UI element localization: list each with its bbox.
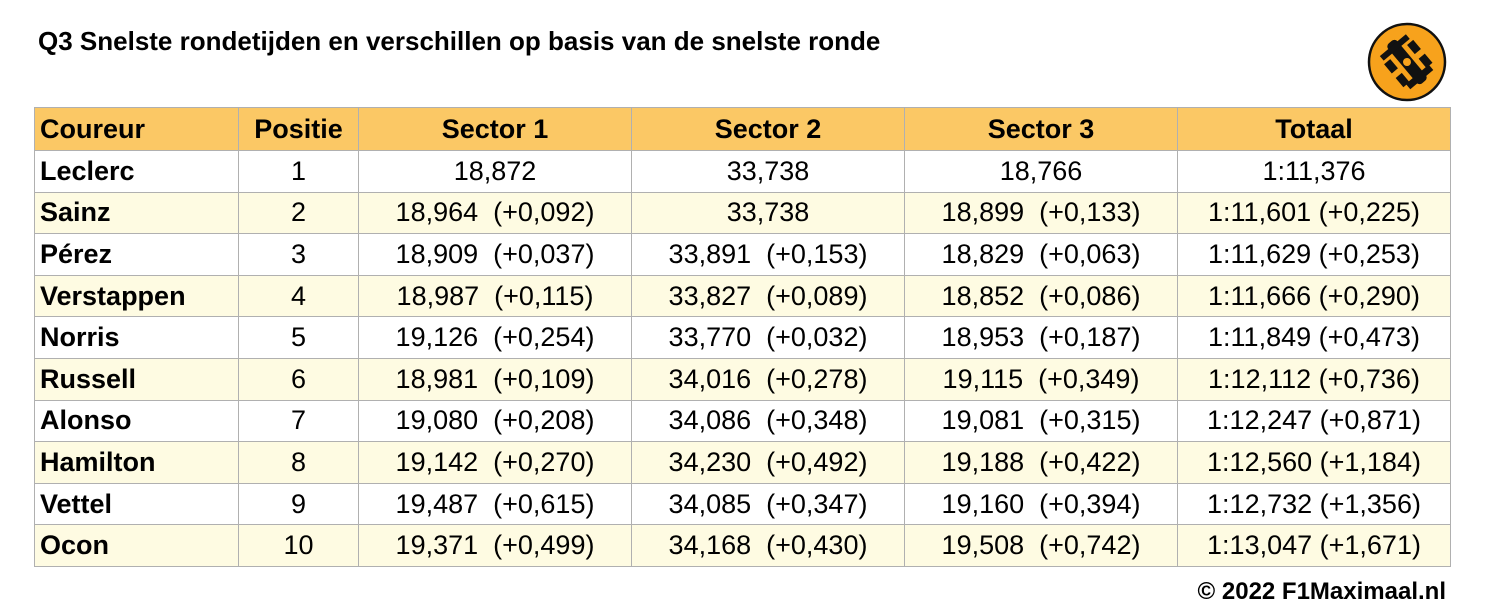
cell: 1:13,047 (+1,671) bbox=[1177, 524, 1451, 567]
table-row: Russell 6 18,981 (+0,109) 34,016 (+0,278) 19… bbox=[34, 357, 1451, 401]
cell: 8 bbox=[238, 441, 359, 484]
cell: 19,115 (+0,349) bbox=[904, 357, 1178, 401]
cell: 10 bbox=[238, 524, 359, 567]
column-header: Sector 3 bbox=[904, 107, 1178, 151]
table-row: Sainz 2 18,964 (+0,092) 33,738 18,899 (+0,13… bbox=[34, 191, 1451, 235]
cell: 18,852 (+0,086) bbox=[904, 274, 1178, 318]
cell: 34,230 (+0,492) bbox=[631, 441, 905, 484]
cell: 6 bbox=[238, 357, 359, 401]
cell: 1:11,849 (+0,473) bbox=[1177, 316, 1451, 359]
driver-name: Verstappen bbox=[34, 274, 239, 318]
cell: 7 bbox=[238, 399, 359, 443]
cell: 33,738 bbox=[631, 191, 905, 235]
cell: 18,981 (+0,109) bbox=[358, 357, 632, 401]
table-row: Ocon 10 19,371 (+0,499) 34,168 (+0,430) 19,5… bbox=[34, 524, 1451, 567]
table-row: Norris 5 19,126 (+0,254) 33,770 (+0,032) 18,… bbox=[34, 316, 1451, 359]
table-row: Verstappen 4 18,987 (+0,115) 33,827 (+0,089… bbox=[34, 274, 1451, 318]
cell: 33,738 bbox=[631, 150, 905, 193]
driver-name: Vettel bbox=[34, 482, 239, 526]
cell: 2 bbox=[238, 191, 359, 235]
header-row: Coureur Positie Sector 1 Sector 2 Sector 3 To… bbox=[34, 107, 1451, 151]
cell: 34,086 (+0,348) bbox=[631, 399, 905, 443]
cell: 1 bbox=[238, 150, 359, 193]
cell: 34,168 (+0,430) bbox=[631, 524, 905, 567]
cell: 19,080 (+0,208) bbox=[358, 399, 632, 443]
cell: 1:12,247 (+0,871) bbox=[1177, 399, 1451, 443]
column-header: Sector 1 bbox=[358, 107, 632, 151]
cell: 19,160 (+0,394) bbox=[904, 482, 1178, 526]
driver-name: Alonso bbox=[34, 399, 239, 443]
table-row: Leclerc 1 18,872 33,738 18,766 1:11,376 bbox=[34, 150, 1451, 193]
cell: 18,829 (+0,063) bbox=[904, 233, 1178, 276]
cell: 18,953 (+0,187) bbox=[904, 316, 1178, 359]
driver-name: Pérez bbox=[34, 233, 239, 276]
driver-name: Hamilton bbox=[34, 441, 239, 484]
cell: 18,899 (+0,133) bbox=[904, 191, 1178, 235]
cell: 33,770 (+0,032) bbox=[631, 316, 905, 359]
driver-name: Leclerc bbox=[34, 150, 239, 193]
cell: 34,016 (+0,278) bbox=[631, 357, 905, 401]
cell: 19,188 (+0,422) bbox=[904, 441, 1178, 484]
cell: 1:12,112 (+0,736) bbox=[1177, 357, 1451, 401]
logo bbox=[1367, 22, 1447, 102]
cell: 1:12,560 (+1,184) bbox=[1177, 441, 1451, 484]
cell: 19,126 (+0,254) bbox=[358, 316, 632, 359]
cell: 19,081 (+0,315) bbox=[904, 399, 1178, 443]
cell: 3 bbox=[238, 233, 359, 276]
column-header: Coureur bbox=[34, 107, 239, 151]
driver-name: Sainz bbox=[34, 191, 239, 235]
cell: 19,371 (+0,499) bbox=[358, 524, 632, 567]
cell: 18,766 bbox=[904, 150, 1178, 193]
title: Q3 Snelste rondetijden en verschillen op… bbox=[38, 26, 881, 56]
cell: 18,872 bbox=[358, 150, 632, 193]
cell: 9 bbox=[238, 482, 359, 526]
results-table: Coureur Positie Sector 1 Sector 2 Sector 3 To… bbox=[34, 107, 1451, 567]
copyright: © 2022 F1Maximaal.nl bbox=[1197, 578, 1446, 605]
cell: 33,827 (+0,089) bbox=[631, 274, 905, 318]
column-header: Sector 2 bbox=[631, 107, 905, 151]
table-row: Hamilton 8 19,142 (+0,270) 34,230 (+0,492) 1… bbox=[34, 441, 1451, 484]
cell: 5 bbox=[238, 316, 359, 359]
cell: 33,891 (+0,153) bbox=[631, 233, 905, 276]
cell: 1:11,601 (+0,225) bbox=[1177, 191, 1451, 235]
cell: 1:11,376 bbox=[1177, 150, 1451, 193]
driver-name: Norris bbox=[34, 316, 239, 359]
cell: 18,987 (+0,115) bbox=[358, 274, 632, 318]
cell: 19,142 (+0,270) bbox=[358, 441, 632, 484]
cell: 18,964 (+0,092) bbox=[358, 191, 632, 235]
column-header: Positie bbox=[238, 107, 359, 151]
cell: 19,487 (+0,615) bbox=[358, 482, 632, 526]
table-row: Alonso 7 19,080 (+0,208) 34,086 (+0,348) 19,… bbox=[34, 399, 1451, 443]
cell: 4 bbox=[238, 274, 359, 318]
cell: 18,909 (+0,037) bbox=[358, 233, 632, 276]
driver-name: Ocon bbox=[34, 524, 239, 567]
table-row: Pérez 3 18,909 (+0,037) 33,891 (+0,153) 18,8… bbox=[34, 233, 1451, 276]
cell: 1:11,629 (+0,253) bbox=[1177, 233, 1451, 276]
table-row: Vettel 9 19,487 (+0,615) 34,085 (+0,347) 19,… bbox=[34, 482, 1451, 526]
cell: 19,508 (+0,742) bbox=[904, 524, 1178, 567]
driver-name: Russell bbox=[34, 357, 239, 401]
cell: 34,085 (+0,347) bbox=[631, 482, 905, 526]
column-header: Totaal bbox=[1177, 107, 1451, 151]
cell: 1:11,666 (+0,290) bbox=[1177, 274, 1451, 318]
cell: 1:12,732 (+1,356) bbox=[1177, 482, 1451, 526]
